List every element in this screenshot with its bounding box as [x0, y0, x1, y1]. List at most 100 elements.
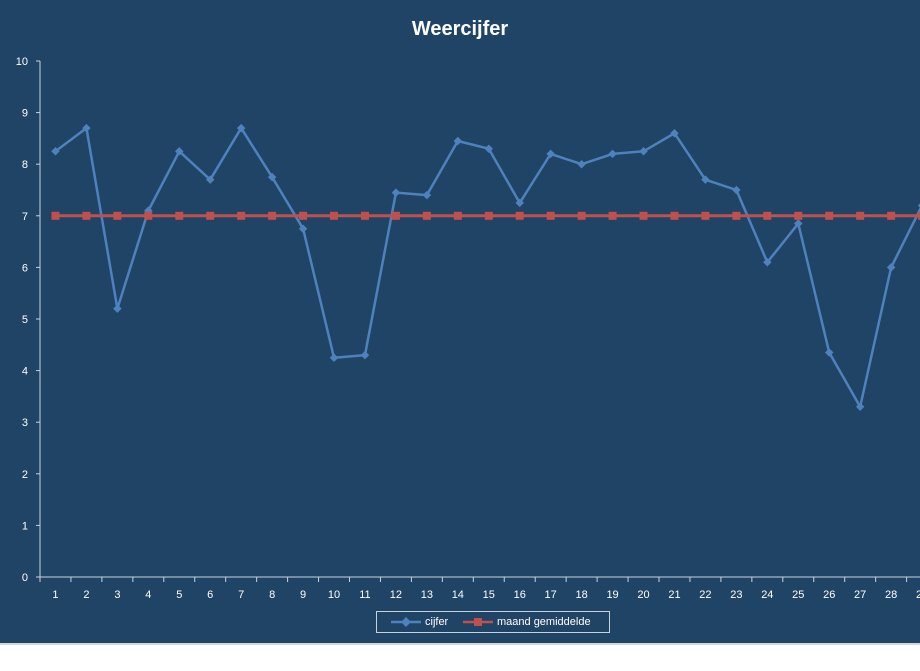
data-point-maand-gemiddelde: [546, 211, 555, 220]
data-point-maand-gemiddelde: [732, 211, 741, 220]
data-point-maand-gemiddelde: [299, 211, 308, 220]
data-point-cijfer: [82, 123, 91, 133]
x-tick-label: 19: [606, 589, 618, 601]
y-tick-label: 5: [22, 314, 28, 326]
data-point-cijfer: [824, 348, 834, 357]
legend-label-maand-gemiddelde: maand gemiddelde: [497, 616, 591, 628]
data-point-maand-gemiddelde: [577, 211, 586, 220]
data-point-cijfer: [329, 353, 339, 362]
x-tick-label: 29: [916, 589, 920, 601]
data-point-cijfer: [608, 149, 617, 159]
data-point-cijfer: [267, 172, 277, 182]
x-tick-label: 24: [761, 589, 773, 601]
data-point-maand-gemiddelde: [268, 211, 277, 220]
x-tick-label: 21: [668, 589, 680, 601]
data-point-maand-gemiddelde: [206, 211, 215, 220]
x-tick-label: 23: [730, 589, 742, 601]
x-tick-label: 7: [238, 589, 244, 601]
y-tick-label: 1: [22, 520, 28, 532]
x-tick-label: 25: [792, 589, 804, 601]
data-point-cijfer: [360, 350, 370, 360]
data-point-cijfer: [236, 123, 246, 133]
x-tick-label: 4: [145, 589, 151, 601]
data-point-maand-gemiddelde: [113, 211, 122, 220]
legend: cijfer maand gemiddelde: [376, 611, 610, 633]
data-point-maand-gemiddelde: [51, 211, 60, 220]
y-tick-label: 4: [22, 366, 28, 378]
chart-area: Weercijfer 0 1 2 3 4 5 6 7 8 9 10 1 2 3 4 5 6 7 8 9 10 11 12 13…: [0, 0, 920, 645]
data-point-maand-gemiddelde: [670, 211, 679, 220]
data-point-cijfer: [484, 144, 494, 153]
data-point-maand-gemiddelde: [763, 211, 772, 220]
data-point-maand-gemiddelde: [794, 211, 803, 220]
x-tick-label: 5: [176, 589, 182, 601]
data-point-maand-gemiddelde: [639, 211, 648, 220]
x-tick-label: 16: [514, 589, 526, 601]
x-tick-label: 9: [300, 589, 306, 601]
data-point-cijfer: [391, 188, 401, 197]
x-tick-label: 6: [207, 589, 213, 601]
data-point-cijfer: [422, 190, 432, 200]
data-point-maand-gemiddelde: [82, 211, 91, 220]
data-point-maand-gemiddelde: [484, 211, 493, 220]
legend-marker-cijfer: [391, 617, 421, 627]
x-tick-label: 14: [452, 589, 464, 601]
x-tick-label: 15: [483, 589, 495, 601]
legend-marker-maand-gemiddelde: [463, 618, 493, 626]
data-point-maand-gemiddelde: [453, 211, 462, 220]
data-point-maand-gemiddelde: [237, 211, 246, 220]
data-point-cijfer: [732, 185, 741, 195]
series-line-cijfer: [54, 126, 920, 408]
x-tick-label: 11: [359, 589, 370, 601]
data-point-cijfer: [205, 175, 215, 184]
y-tick-label: 6: [22, 262, 28, 274]
data-point-cijfer: [855, 402, 865, 411]
x-tick-label: 1: [52, 589, 58, 601]
data-point-maand-gemiddelde: [918, 211, 920, 220]
data-point-maand-gemiddelde: [175, 211, 184, 220]
data-point-cijfer: [763, 257, 772, 267]
y-tick-label: 9: [22, 108, 28, 120]
x-tick-label: 10: [328, 589, 340, 601]
data-point-maand-gemiddelde: [608, 211, 617, 220]
legend-label-cijfer: cijfer: [425, 616, 449, 628]
data-point-maand-gemiddelde: [856, 211, 865, 220]
y-tick-label: 3: [22, 417, 28, 429]
x-tick-label: 8: [269, 589, 275, 601]
x-tick-label: 26: [823, 589, 835, 601]
data-point-maand-gemiddelde: [360, 211, 369, 220]
x-tick-label: 17: [545, 589, 557, 601]
data-point-cijfer: [175, 147, 184, 156]
x-tick-label: 18: [576, 589, 588, 601]
data-point-cijfer: [886, 263, 896, 272]
data-point-maand-gemiddelde: [144, 211, 153, 220]
data-point-maand-gemiddelde: [330, 211, 339, 220]
x-tick-label: 2: [83, 589, 89, 601]
data-point-cijfer: [453, 136, 463, 146]
y-tick-label: 2: [22, 469, 28, 481]
data-point-cijfer: [298, 224, 308, 233]
data-point-maand-gemiddelde: [422, 211, 431, 220]
data-point-maand-gemiddelde: [515, 211, 524, 220]
data-point-maand-gemiddelde: [887, 211, 896, 220]
x-tick-label: 22: [699, 589, 711, 601]
x-tick-label: 13: [421, 589, 433, 601]
data-point-maand-gemiddelde: [701, 211, 710, 220]
y-tick-label: 0: [22, 572, 28, 584]
x-tick-label: 20: [637, 589, 649, 601]
legend-entry-cijfer: cijfer: [391, 615, 448, 629]
legend-entry-maand-gemiddelde: maand gemiddelde: [463, 615, 591, 629]
y-tick-label: 7: [22, 211, 28, 223]
data-point-cijfer: [113, 304, 122, 313]
x-tick-label: 3: [114, 589, 120, 601]
data-point-cijfer: [577, 159, 586, 169]
data-point-maand-gemiddelde: [391, 211, 400, 220]
chart-title: Weercijfer: [411, 18, 509, 40]
data-point-cijfer: [51, 147, 60, 156]
y-tick-label: 10: [16, 56, 28, 68]
x-tick-label: 28: [885, 589, 897, 601]
x-tick-label: 27: [854, 589, 866, 601]
x-tick-label: 12: [390, 589, 402, 601]
y-tick-label: 8: [22, 159, 28, 171]
